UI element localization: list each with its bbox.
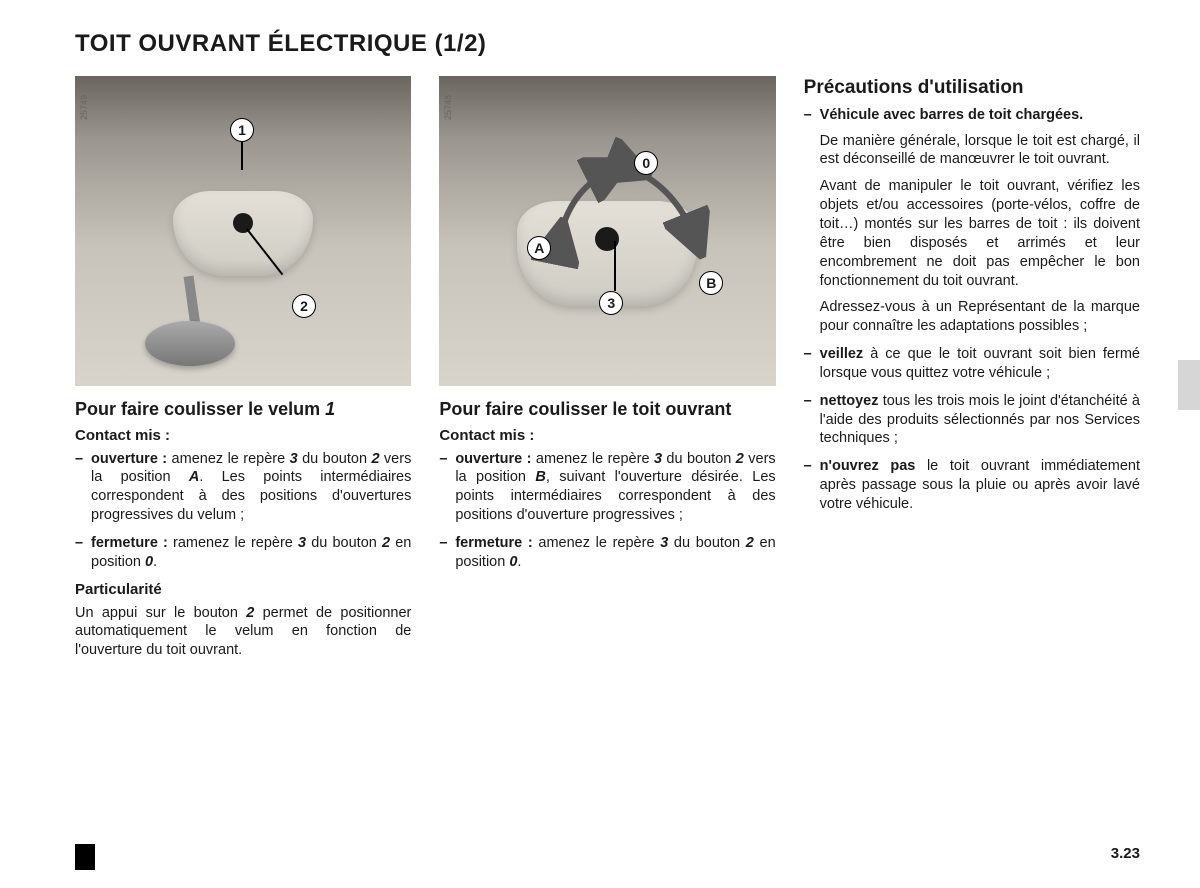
callout-2: 2: [292, 294, 316, 318]
figure-1: 25749 1 2: [75, 76, 411, 386]
figure-id: 25748: [443, 95, 453, 120]
ref: 2: [746, 535, 754, 551]
col3-list: Véhicule avec barres de toit chargées. D…: [804, 106, 1140, 514]
item-lead: veillez: [820, 346, 864, 362]
list-item: ouverture : amenez le repère 3 du bouton…: [439, 450, 775, 525]
col2-list: ouverture : amenez le repère 3 du bouton…: [439, 450, 775, 572]
figure-2: 25748 0 A B 3: [439, 76, 775, 386]
rearview-mirror: [145, 321, 235, 366]
item-lead: ouverture :: [91, 451, 167, 467]
t: à ce que le toit ouvrant soit bien fermé…: [820, 346, 1140, 381]
list-item: n'ouvrez pas le toit ouvrant immédiateme…: [804, 457, 1140, 514]
t: amenez le repère: [531, 451, 653, 467]
t: du bouton: [306, 535, 382, 551]
page-title: TOIT OUVRANT ÉLECTRIQUE (1/2): [75, 30, 1140, 58]
page-number: 3.23: [1111, 845, 1140, 862]
t: .: [153, 554, 157, 570]
callout-B: B: [699, 271, 723, 295]
col3-heading: Précautions d'utilisation: [804, 76, 1140, 100]
leader-line: [241, 142, 243, 170]
control-knob: [233, 213, 253, 233]
column-3: Précautions d'utilisation Véhicule avec …: [804, 76, 1140, 668]
col2-subhead: Contact mis :: [439, 427, 775, 444]
col1-particularite-head: Particularité: [75, 581, 411, 598]
ref: 3: [298, 535, 306, 551]
t: amenez le repère: [167, 451, 289, 467]
ref: 2: [736, 451, 744, 467]
ref: B: [535, 469, 545, 485]
item-lead: Véhicule avec barres de toit chargées.: [820, 107, 1084, 123]
ref: 2: [371, 451, 379, 467]
leader-line: [614, 241, 616, 291]
ref: 2: [382, 535, 390, 551]
item-lead: ouverture :: [455, 451, 531, 467]
list-item: fermeture : amenez le repère 3 du bouton…: [439, 534, 775, 572]
mirror-stem: [184, 276, 201, 327]
col1-list: ouverture : amenez le repère 3 du bouton…: [75, 450, 411, 572]
t: .: [517, 554, 521, 570]
list-item: Véhicule avec barres de toit chargées. D…: [804, 106, 1140, 336]
column-1: 25749 1 2 Pour faire coulisser le velum …: [75, 76, 411, 668]
overhead-console: [173, 191, 313, 276]
para: De manière générale, lorsque le toit est…: [820, 132, 1140, 170]
col1-subhead: Contact mis :: [75, 427, 411, 444]
t: amenez le repère: [533, 535, 660, 551]
t: du bouton: [662, 451, 736, 467]
side-tab: [1178, 360, 1200, 410]
para: Adressez-vous à un Représentant de la ma…: [820, 298, 1140, 336]
item-lead: fermeture :: [91, 535, 168, 551]
col1-particularite-text: Un appui sur le bouton 2 permet de posit…: [75, 604, 411, 661]
ref: 3: [290, 451, 298, 467]
list-item: veillez à ce que le toit ouvrant soit bi…: [804, 345, 1140, 383]
footer-tab: [75, 844, 95, 870]
para: Avant de manipuler le toit ouvrant, véri…: [820, 177, 1140, 290]
heading-ref: 1: [325, 399, 335, 419]
callout-1: 1: [230, 118, 254, 142]
col2-heading: Pour faire coulisser le toit ouvrant: [439, 398, 775, 421]
list-item: fermeture : ramenez le repère 3 du bouto…: [75, 534, 411, 572]
column-2: 25748 0 A B 3: [439, 76, 775, 668]
t: ramenez le repère: [168, 535, 298, 551]
heading-text: Pour faire coulisser le velum: [75, 399, 325, 419]
list-item: ouverture : amenez le repère 3 du bouton…: [75, 450, 411, 525]
callout-3: 3: [599, 291, 623, 315]
ref: A: [189, 469, 199, 485]
ref: 0: [145, 554, 153, 570]
item-lead: fermeture :: [455, 535, 532, 551]
t: du bouton: [298, 451, 372, 467]
t: Un appui sur le bouton: [75, 605, 246, 621]
list-item: nettoyez tous les trois mois le joint d'…: [804, 392, 1140, 449]
t: du bouton: [668, 535, 746, 551]
item-lead: n'ouvrez pas: [820, 458, 916, 474]
figure-id: 25749: [79, 95, 89, 120]
ref: 3: [654, 451, 662, 467]
col1-heading: Pour faire coulisser le velum 1: [75, 398, 411, 421]
item-lead: nettoyez: [820, 393, 879, 409]
